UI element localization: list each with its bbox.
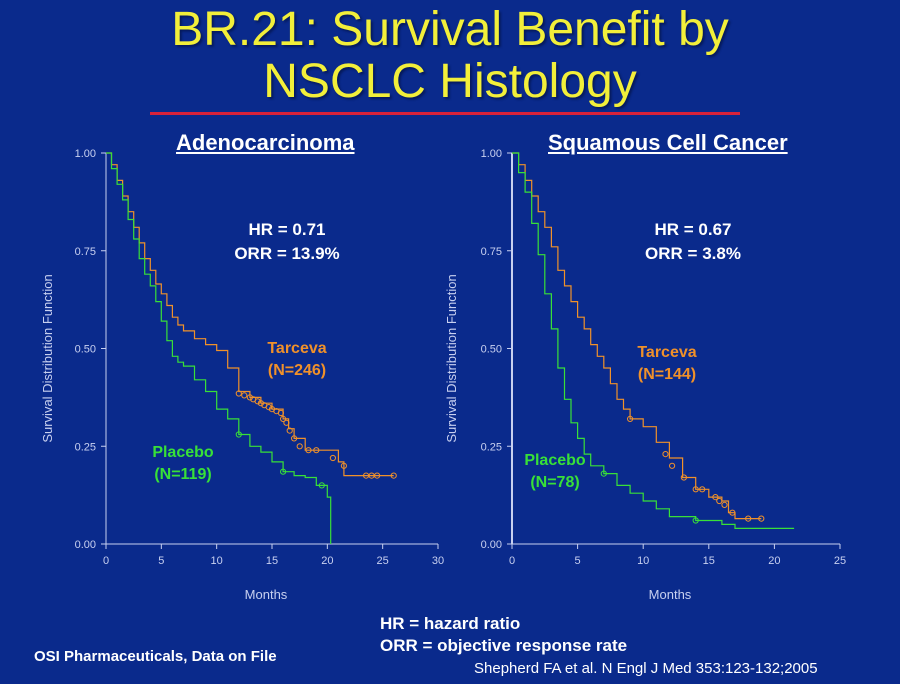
abbrev-orr: ORR = objective response rate: [380, 636, 628, 655]
label-tarceva-squamous: Tarceva (N=144): [622, 342, 712, 386]
censor-mark-tarceva: [699, 486, 706, 493]
label-placebo-adenocarcinoma: Placebo (N=119): [138, 442, 228, 486]
x-tick-label: 25: [377, 555, 389, 567]
censor-mark-tarceva: [296, 443, 303, 450]
slide-title: BR.21: Survival Benefit by NSCLC Histolo…: [0, 4, 900, 108]
slide-title-line1: BR.21: Survival Benefit by: [171, 3, 729, 56]
series-line-placebo-adenocarcinoma: [106, 152, 332, 544]
chart-svg-squamous: 0 5 10 15 20 25 0.00 0.25 0.50 0.75 1.00 Months Surv…: [444, 148, 846, 602]
censor-mark-tarceva: [669, 462, 676, 469]
censor-mark-tarceva: [254, 398, 261, 405]
label-placebo-name: Placebo: [152, 444, 214, 461]
x-axis-label: Months: [245, 587, 288, 602]
x-axis-label: Months: [649, 587, 692, 602]
y-tick-label: 0.50: [481, 344, 502, 356]
y-tick-label: 1.00: [481, 148, 502, 160]
y-tick-label: 0.75: [481, 246, 502, 258]
x-tick-label: 15: [703, 555, 715, 567]
y-tick-label: 0.00: [75, 539, 96, 551]
abbrev-hr: HR = hazard ratio: [380, 614, 521, 633]
chart-panel-adenocarcinoma: Adenocarcinoma 0 5 10 15 20 25 30 0.00 0.25 0.50 0…: [0, 128, 450, 608]
label-placebo-name: Placebo: [524, 452, 586, 469]
citation: Shepherd FA et al. N Engl J Med 353:123-…: [474, 660, 818, 677]
censor-mark-tarceva: [340, 462, 347, 469]
y-tick-label: 0.25: [75, 441, 96, 453]
series-line-placebo-squamous: [512, 152, 795, 529]
chart-panel-squamous: Squamous Cell Cancer 0 5 10 15 20 25 0.00 0.25 0…: [440, 128, 900, 608]
censor-mark-tarceva: [241, 392, 248, 399]
x-tick-label: 15: [266, 555, 278, 567]
x-tick-label: 10: [211, 555, 223, 567]
series-line-tarceva-squamous: [512, 152, 762, 520]
censor-mark-placebo: [318, 482, 325, 489]
censor-mark-tarceva: [729, 509, 736, 516]
x-tick-label: 5: [158, 555, 164, 567]
label-placebo-n: (N=119): [154, 466, 212, 483]
censor-mark-tarceva: [286, 427, 293, 434]
censor-mark-tarceva: [305, 447, 312, 454]
label-placebo-squamous: Placebo (N=78): [510, 450, 600, 494]
x-tick-label: 0: [509, 555, 515, 567]
censor-mark-placebo: [235, 431, 242, 438]
chart-title-adenocarcinoma: Adenocarcinoma: [176, 130, 355, 155]
censor-mark-tarceva: [246, 394, 253, 401]
censor-mark-tarceva: [692, 486, 699, 493]
stats-squamous: HR = 0.67 ORR = 3.8%: [628, 218, 758, 266]
censor-mark-tarceva: [283, 419, 290, 426]
label-tarceva-n: (N=144): [637, 366, 697, 383]
series-line-tarceva-adenocarcinoma: [106, 152, 394, 477]
censor-mark-tarceva: [277, 409, 284, 417]
x-tick-label: 5: [575, 555, 581, 567]
hr-value-adenocarcinoma: HR = 0.71: [248, 220, 326, 239]
x-tick-label: 0: [103, 555, 109, 567]
label-placebo-n: (N=78): [530, 474, 580, 491]
x-tick-label: 10: [637, 555, 649, 567]
censor-mark-tarceva: [235, 390, 242, 397]
y-tick-label: 0.50: [75, 344, 96, 356]
censor-mark-tarceva: [313, 447, 320, 454]
censor-mark-tarceva: [280, 415, 287, 422]
title-underline: [150, 112, 740, 115]
censor-mark-tarceva: [627, 415, 634, 422]
y-tick-label: 0.25: [481, 441, 502, 453]
y-tick-label: 0.00: [481, 539, 502, 551]
censor-mark-placebo: [280, 468, 287, 475]
x-tick-label: 20: [321, 555, 333, 567]
censor-mark-tarceva: [721, 501, 728, 508]
censor-mark-tarceva: [390, 472, 397, 479]
orr-value-squamous: ORR = 3.8%: [645, 244, 741, 263]
censor-mark-tarceva: [374, 472, 381, 479]
censor-mark-tarceva: [712, 494, 719, 501]
censor-mark-tarceva: [662, 451, 669, 458]
censor-mark-tarceva: [680, 474, 687, 481]
y-axis-label: Survival Distribution Function: [444, 274, 459, 442]
label-tarceva-n: (N=246): [267, 362, 327, 379]
censor-mark-tarceva: [745, 515, 752, 522]
orr-value-adenocarcinoma: ORR = 13.9%: [234, 244, 340, 263]
hr-value-squamous: HR = 0.67: [654, 220, 732, 239]
stats-adenocarcinoma: HR = 0.71 ORR = 13.9%: [222, 218, 352, 266]
y-tick-label: 0.75: [75, 246, 96, 258]
censor-mark-tarceva: [265, 404, 272, 411]
censor-mark-placebo: [692, 517, 699, 524]
chart-svg-adenocarcinoma: 0 5 10 15 20 25 30 0.00 0.25 0.50 0.75 1.00 Months Su…: [40, 148, 444, 602]
label-tarceva-name: Tarceva: [267, 340, 327, 357]
slide-title-line2: NSCLC Histology: [263, 55, 637, 108]
x-tick-label: 20: [768, 555, 780, 567]
x-tick-label: 30: [432, 555, 444, 567]
label-tarceva-name: Tarceva: [637, 344, 697, 361]
source-note: OSI Pharmaceuticals, Data on File: [34, 648, 277, 665]
censor-mark-tarceva: [758, 515, 765, 522]
y-axis-label: Survival Distribution Function: [40, 274, 55, 442]
censor-mark-tarceva: [329, 454, 336, 462]
x-tick-label: 25: [834, 555, 846, 567]
y-tick-label: 1.00: [75, 148, 96, 160]
censor-mark-tarceva: [716, 497, 723, 505]
abbreviation-legend: HR = hazard ratio ORR = objective respon…: [380, 613, 627, 657]
censor-mark-tarceva: [257, 400, 264, 407]
censor-mark-tarceva: [291, 435, 298, 442]
chart-title-squamous: Squamous Cell Cancer: [548, 130, 788, 155]
censor-mark-placebo: [600, 470, 607, 477]
label-tarceva-adenocarcinoma: Tarceva (N=246): [252, 338, 342, 382]
